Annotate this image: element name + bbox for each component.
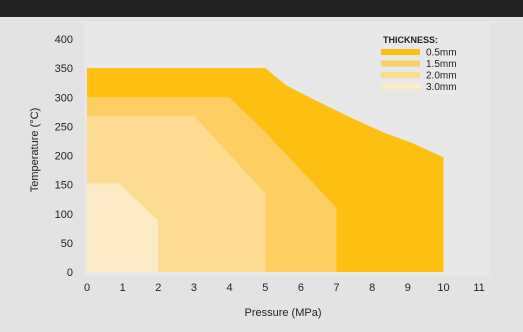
x-axis-label: Pressure (MPa) [244, 307, 321, 319]
x-tick-label: 7 [333, 282, 339, 294]
x-tick-label: 8 [369, 282, 375, 294]
y-tick-label: 350 [55, 63, 73, 75]
legend-label: 1.5mm [426, 59, 457, 70]
y-tick-label: 400 [55, 34, 73, 46]
y-axis-label: Temperature (°C) [29, 108, 41, 192]
x-tick-label: 4 [227, 282, 233, 294]
x-tick-label: 1 [120, 282, 126, 294]
x-tick-label: 11 [473, 282, 484, 294]
x-tick-label: 6 [298, 282, 304, 294]
legend-label: 3.0mm [426, 82, 457, 93]
y-tick-label: 250 [55, 121, 73, 133]
y-tick-label: 200 [55, 151, 73, 163]
legend-title: THICKNESS: [383, 35, 438, 45]
y-tick-label: 150 [55, 180, 73, 192]
x-tick-label: 3 [191, 282, 197, 294]
y-tick-label: 300 [55, 92, 73, 104]
area-series-3 [87, 183, 159, 272]
y-axis-ticks: 0 50 100 150 200 250 300 350 400 [55, 34, 73, 279]
y-tick-label: 0 [67, 267, 73, 279]
legend-label: 0.5mm [426, 48, 457, 59]
area-series-group [87, 68, 444, 273]
x-tick-label: 9 [405, 282, 411, 294]
y-tick-label: 100 [55, 209, 73, 221]
y-tick-label: 50 [61, 238, 73, 250]
x-axis-ticks: 0 1 2 3 4 5 6 7 8 9 10 11 [84, 282, 485, 294]
header-bar [0, 0, 523, 17]
x-tick-label: 0 [84, 282, 90, 294]
x-tick-label: 5 [262, 282, 268, 294]
legend-label: 2.0mm [426, 71, 457, 82]
x-tick-label: 2 [155, 282, 161, 294]
x-tick-label: 10 [437, 282, 449, 294]
